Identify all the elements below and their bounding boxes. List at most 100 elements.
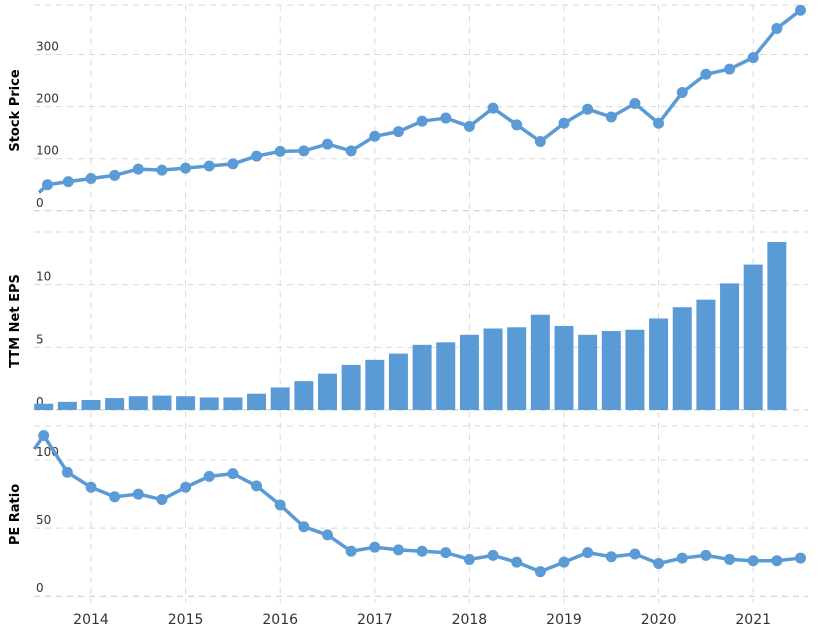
data-point — [41, 179, 53, 191]
data-point — [416, 115, 428, 127]
eps-bar — [105, 398, 125, 410]
data-point — [629, 548, 641, 560]
data-point — [274, 145, 286, 157]
y-tick-label: 0 — [36, 581, 44, 595]
data-point — [132, 488, 144, 500]
x-tick-label: 2017 — [357, 612, 393, 628]
data-point — [605, 111, 617, 123]
data-point — [534, 566, 546, 578]
data-point — [345, 545, 357, 557]
eps-bar — [672, 307, 692, 410]
data-point — [251, 480, 263, 492]
eps-bar — [294, 381, 314, 410]
data-point — [511, 556, 523, 568]
eps-bar — [696, 299, 716, 410]
data-point — [369, 130, 381, 142]
eps-bar — [57, 401, 77, 410]
eps-bar — [152, 395, 172, 410]
x-axis: 2014 2015 2016 2017 2018 2019 2020 2021 — [73, 612, 771, 628]
eps-bar — [436, 342, 456, 410]
data-point — [62, 176, 74, 188]
y-axis-label: TTM Net EPS — [8, 274, 23, 368]
data-point — [676, 552, 688, 564]
data-point — [795, 552, 806, 564]
data-point — [676, 87, 688, 99]
data-point — [511, 119, 523, 131]
eps-bar — [625, 329, 645, 410]
panel-2: 0 5 10 TTM Net EPS — [8, 231, 808, 411]
data-point — [132, 163, 144, 175]
x-tick-label: 2018 — [452, 612, 488, 628]
data-point — [700, 68, 712, 80]
y-axis-label: Stock Price — [8, 69, 23, 151]
data-point — [109, 169, 121, 181]
data-point — [700, 549, 712, 561]
eps-bar — [743, 264, 763, 410]
data-point — [487, 102, 499, 114]
data-point — [558, 556, 570, 568]
data-point — [392, 126, 404, 138]
y-tick-label: 300 — [36, 39, 59, 53]
y-tick-label: 0 — [36, 395, 44, 409]
data-point — [227, 158, 239, 170]
data-point — [274, 499, 286, 511]
x-tick-label: 2021 — [735, 612, 771, 628]
data-point — [724, 553, 736, 565]
data-point — [180, 162, 192, 174]
data-point — [85, 172, 97, 184]
panel-1: 0 100 200 300 Stock Price — [8, 4, 808, 212]
data-point — [487, 549, 499, 561]
eps-bar — [199, 397, 219, 410]
data-point — [605, 551, 617, 563]
data-point — [534, 135, 546, 147]
data-point — [298, 521, 310, 533]
data-point — [558, 117, 570, 129]
data-point — [227, 468, 239, 480]
x-tick-label: 2020 — [641, 612, 677, 628]
eps-bar — [767, 242, 787, 410]
data-point — [653, 117, 665, 129]
gridlines — [90, 5, 754, 603]
data-point — [109, 491, 121, 503]
eps-bar — [365, 359, 385, 410]
eps-bar — [720, 283, 740, 410]
eps-bar — [554, 326, 574, 410]
data-point — [582, 547, 594, 559]
data-point — [203, 470, 215, 482]
eps-bar — [459, 334, 479, 410]
data-point — [61, 466, 73, 478]
data-point — [629, 97, 641, 109]
data-point — [582, 103, 594, 115]
eps-bar — [530, 314, 550, 410]
eps-bar — [601, 331, 621, 410]
data-point — [392, 544, 404, 556]
y-tick-label: 200 — [36, 92, 59, 106]
data-point — [747, 555, 759, 567]
data-point — [771, 22, 783, 34]
x-tick-label: 2015 — [168, 612, 204, 628]
data-point — [345, 145, 357, 157]
y-tick-label: 5 — [36, 332, 44, 346]
y-axis-label: PE Ratio — [8, 484, 23, 545]
eps-bar — [81, 399, 101, 410]
data-point — [369, 541, 381, 553]
eps-bar — [318, 373, 337, 410]
data-point — [771, 555, 783, 567]
data-point — [463, 120, 475, 132]
x-tick-label: 2016 — [262, 612, 298, 628]
eps-bar — [649, 318, 669, 410]
eps-bar — [176, 396, 196, 410]
eps-bar — [388, 353, 408, 410]
y-tick-label: 50 — [36, 513, 51, 527]
y-tick-label: 10 — [36, 270, 51, 284]
data-point — [85, 481, 97, 493]
data-point — [156, 494, 168, 506]
y-tick-label: 100 — [36, 144, 59, 158]
data-point — [298, 145, 310, 157]
data-point — [747, 52, 759, 64]
eps-bar — [128, 396, 148, 410]
y-tick-label: 0 — [36, 196, 44, 210]
